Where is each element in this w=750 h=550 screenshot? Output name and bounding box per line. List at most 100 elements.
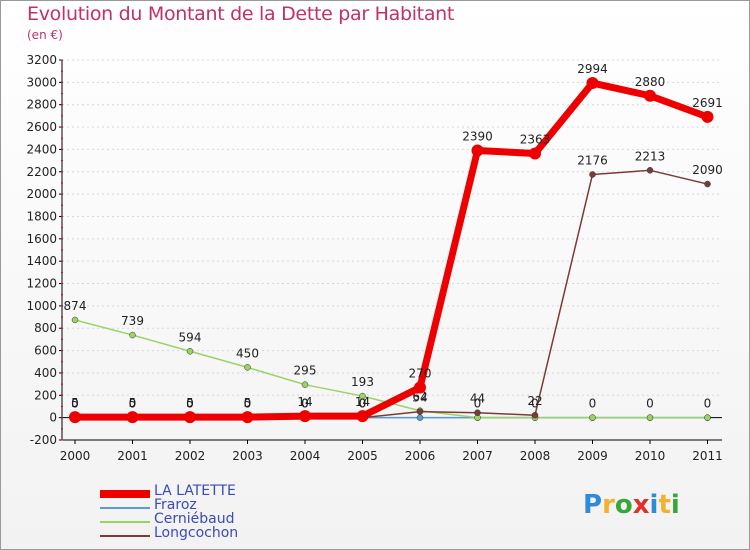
data-label: 14	[355, 395, 370, 409]
data-label: 44	[470, 392, 485, 406]
x-tick-label: 2004	[290, 449, 321, 463]
data-label: 0	[244, 397, 252, 411]
data-label: 0	[301, 397, 309, 411]
data-label: 54	[412, 391, 427, 405]
data-label: 0	[359, 397, 367, 411]
series-point-2	[301, 381, 309, 388]
legend-item: Longcochon	[100, 525, 300, 542]
data-label: 0	[186, 397, 194, 411]
y-tick-label: -200	[30, 433, 57, 447]
series-point-0	[471, 144, 484, 157]
y-tick-label: 600	[34, 344, 57, 358]
data-label: 2090	[692, 163, 723, 177]
data-label: 0	[474, 397, 482, 411]
data-label: 0	[71, 397, 79, 411]
legend-item: Fraroz	[100, 497, 300, 514]
series-point-0	[414, 381, 426, 394]
data-label: 2994	[577, 62, 608, 76]
chart-title: Evolution du Montant de la Dette par Hab…	[27, 3, 455, 25]
series-point-2	[71, 316, 79, 324]
data-label: 0	[129, 397, 137, 411]
series-point-0	[529, 147, 541, 160]
legend-swatch	[100, 490, 150, 498]
data-label: 0	[71, 397, 79, 411]
proxiti-logo: Proxiti	[583, 490, 680, 520]
y-tick-label: 3200	[26, 53, 57, 67]
series-point-2	[129, 331, 136, 339]
x-tick-label: 2006	[405, 449, 436, 463]
data-label: 295	[294, 364, 317, 378]
data-label: 5	[244, 396, 252, 410]
data-label: 0	[186, 397, 194, 411]
y-tick-label: 200	[34, 388, 57, 402]
data-label: 0	[531, 397, 539, 411]
y-tick-label: 1800	[26, 209, 57, 223]
series-point-3	[531, 411, 539, 419]
series-point-0	[299, 410, 311, 423]
y-tick-label: 2600	[26, 120, 57, 134]
data-label: 193	[351, 375, 374, 389]
x-tick-label: 2002	[175, 449, 206, 463]
data-label: 2363	[520, 133, 551, 147]
y-tick-label: 1000	[26, 299, 57, 313]
series-point-0	[701, 110, 714, 123]
x-tick-label: 2001	[117, 449, 148, 463]
series-point-2	[646, 414, 654, 421]
data-label: 0	[301, 397, 309, 411]
data-label: 0	[589, 397, 597, 411]
data-label: 270	[409, 366, 432, 380]
series-point-3	[589, 171, 596, 178]
legend-item: Cerniébaud	[100, 511, 300, 528]
data-label: 5	[186, 396, 194, 410]
x-tick-label: 2000	[60, 449, 91, 463]
y-tick-label: 800	[34, 321, 57, 335]
series-point-0	[586, 77, 599, 90]
x-tick-label: 2011	[692, 449, 723, 463]
series-point-0	[356, 410, 369, 423]
y-tick-label: 2000	[26, 187, 57, 201]
data-label: 0	[359, 397, 367, 411]
series-point-2	[589, 414, 596, 421]
series-point-3	[474, 409, 481, 416]
data-label: 2691	[692, 96, 723, 110]
series-point-0	[241, 411, 254, 424]
data-label: 0	[129, 397, 137, 411]
x-tick-label: 2003	[232, 449, 263, 463]
data-label: 2880	[635, 75, 666, 89]
y-tick-label: 3000	[26, 75, 57, 89]
y-tick-label: 1600	[26, 232, 57, 246]
data-label: 0	[704, 397, 712, 411]
y-tick-label: 0	[49, 411, 57, 425]
data-label: 594	[179, 330, 202, 344]
data-label: 5	[129, 396, 137, 410]
x-tick-label: 2009	[577, 449, 608, 463]
data-label: 0	[646, 397, 654, 411]
x-tick-label: 2005	[347, 449, 378, 463]
series-point-0	[184, 411, 196, 424]
series-point-3	[416, 408, 424, 415]
legend-label: LA LATETTE	[154, 483, 236, 499]
x-tick-label: 2010	[635, 449, 666, 463]
y-tick-label: 1200	[26, 277, 57, 291]
series-point-1	[416, 414, 424, 421]
legend: LA LATETTE Fraroz Cerniébaud Longcochon	[100, 483, 300, 542]
x-tick-label: 2007	[462, 449, 493, 463]
y-tick-label: 2400	[26, 142, 57, 156]
data-label: 22	[527, 394, 542, 408]
x-tick-label: 2008	[520, 449, 551, 463]
series-point-2	[704, 414, 711, 421]
series-point-0	[69, 411, 81, 424]
series-point-0	[126, 411, 139, 424]
legend-label: Longcochon	[154, 525, 239, 541]
series-line-3	[75, 169, 708, 419]
data-label: 14	[297, 395, 312, 409]
legend-swatch	[100, 507, 150, 509]
data-label: 2390	[462, 130, 493, 144]
data-label: 874	[64, 299, 87, 313]
legend-swatch	[100, 535, 150, 537]
series-line-0	[75, 79, 709, 421]
data-label: 2213	[635, 149, 666, 163]
series-point-3	[704, 180, 711, 188]
data-label: 2176	[577, 153, 608, 167]
series-point-3	[646, 167, 654, 174]
